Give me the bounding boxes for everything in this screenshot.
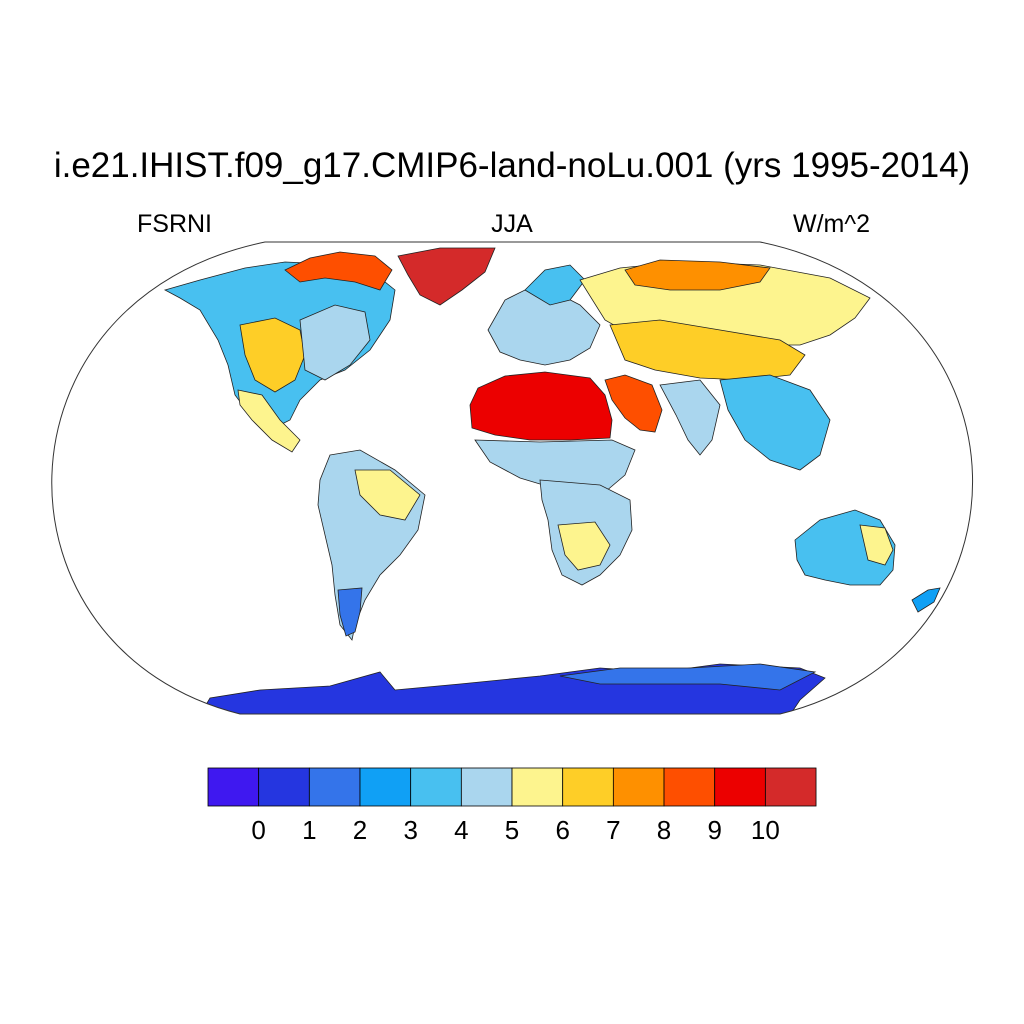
- colorbar-tick-label: 4: [454, 815, 469, 845]
- colorbar-bin: [460, 767, 513, 807]
- colorbar-bin: [764, 767, 817, 807]
- region-europe: [487, 289, 601, 366]
- region-central-asia: [609, 319, 806, 381]
- region-india: [659, 379, 721, 456]
- colorbar-bin: [410, 767, 462, 807]
- colorbar-tick-label: 7: [606, 815, 621, 845]
- region-sahel: [474, 439, 636, 493]
- region-greenland: [397, 247, 496, 306]
- region-kalahari: [557, 521, 611, 571]
- land-layer: [163, 247, 941, 714]
- map-boundary: [51, 241, 974, 715]
- colorbar-bin: [258, 767, 310, 807]
- colorbar-bin: [207, 767, 260, 807]
- region-australia-east: [859, 524, 894, 566]
- colorbar-tick-label: 6: [555, 815, 570, 845]
- region-us-west: [239, 317, 306, 393]
- colorbar-bin: [308, 767, 361, 807]
- map-title: i.e21.IHIST.f09_g17.CMIP6-land-noLu.001 …: [53, 146, 971, 185]
- region-canada-arctic: [284, 251, 393, 291]
- colorbar-tick-label: 10: [750, 815, 780, 845]
- colorbar-bin: [359, 767, 412, 807]
- region-arabia: [604, 374, 663, 433]
- region-patagonia: [337, 587, 363, 637]
- region-sahara: [469, 371, 613, 441]
- colorbar-tick-label: 2: [352, 815, 368, 845]
- region-antarctica-coast: [559, 663, 817, 691]
- season-label: JJA: [491, 210, 533, 238]
- region-brazil-east: [354, 469, 421, 521]
- colorbar: [207, 767, 817, 807]
- region-se-asia: [719, 374, 831, 471]
- units-label: W/m^2: [793, 210, 871, 238]
- colorbar-tick-label: 5: [504, 815, 520, 845]
- colorbar-bin: [663, 767, 716, 807]
- region-us-east: [299, 304, 371, 381]
- variable-label: FSRNI: [137, 210, 212, 238]
- colorbar-tick-label: 3: [403, 815, 418, 845]
- colorbar-tick-label: 1: [302, 815, 317, 845]
- colorbar-bin: [714, 767, 766, 807]
- colorbar-bin: [511, 767, 564, 807]
- colorbar-bin: [612, 767, 665, 807]
- colorbar-bin: [562, 767, 614, 807]
- colorbar-tick-label: 0: [251, 815, 266, 845]
- region-mexico: [237, 389, 301, 453]
- region-new-zealand: [911, 587, 941, 613]
- colorbar-tick-label: 9: [707, 815, 722, 845]
- colorbar-tick-label: 8: [656, 815, 672, 845]
- region-arctic-russia: [624, 259, 771, 291]
